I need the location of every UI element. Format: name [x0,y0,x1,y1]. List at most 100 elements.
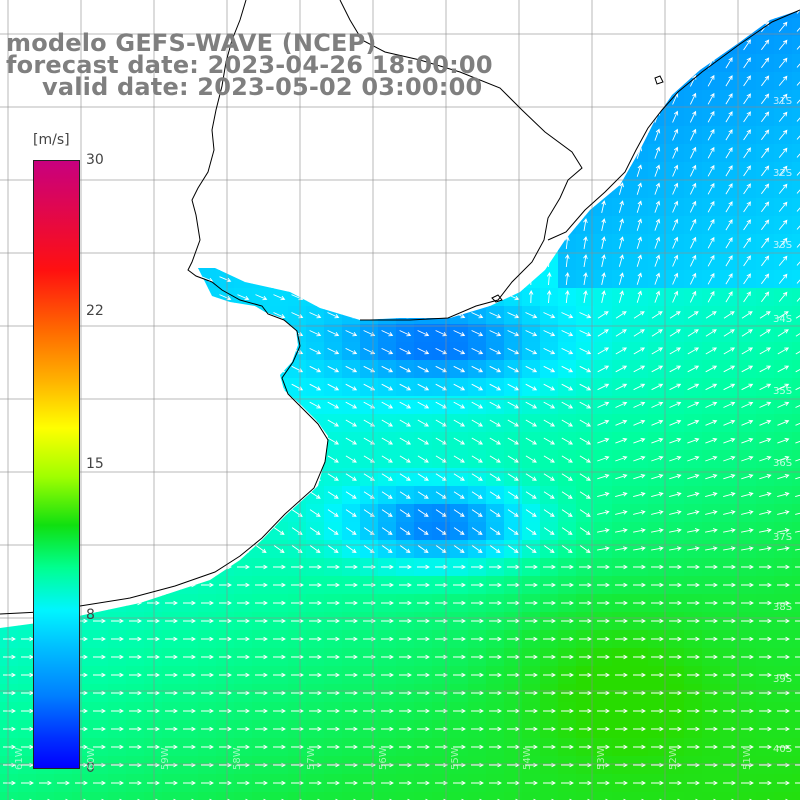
wind-arrow-icon [543,636,556,642]
lon-label: 57W [306,747,317,770]
lon-label: 53W [596,747,607,770]
wind-arrow-icon [183,672,196,678]
wind-arrow-icon [255,744,268,750]
wind-arrow-icon [723,329,735,337]
wind-arrow-icon [615,546,628,551]
field-cell [792,432,800,451]
wind-arrow-icon [561,401,574,409]
wind-arrow-icon [633,365,646,373]
wind-arrow-icon [525,312,538,319]
wind-arrow-icon [687,726,700,732]
lon-label: 55W [450,747,461,770]
wind-arrow-icon [3,654,16,660]
wind-arrow-icon [543,690,556,696]
wind-arrow-icon [327,437,340,445]
wind-arrow-icon [579,672,592,678]
wind-arrow-icon [327,491,339,499]
wind-arrow-icon [669,780,682,786]
field-cell [540,792,559,800]
wind-arrow-icon [669,636,682,642]
wind-arrow-icon [705,600,718,606]
wind-arrow-icon [561,582,574,588]
wind-arrow-icon [759,311,771,319]
wind-arrow-icon [687,780,700,786]
lat-label: 38S [773,602,793,613]
wind-arrow-icon [672,110,679,123]
wind-arrow-icon [309,690,322,696]
wind-arrow-icon [669,546,682,551]
wind-arrow-icon [565,236,570,250]
wind-arrow-icon [759,708,772,714]
wind-arrow-icon [255,690,268,696]
wind-arrow-icon [795,762,800,768]
wind-arrow-icon [618,290,624,303]
wind-arrow-icon [525,330,538,337]
wind-arrow-icon [561,491,573,499]
field-cell [648,792,667,800]
wind-arrow-icon [795,347,800,355]
wind-arrow-icon [273,636,286,642]
wind-arrow-icon [759,329,771,337]
wind-arrow-icon [777,654,790,660]
wind-arrow-icon [583,254,588,267]
wind-arrow-icon [778,129,788,140]
wind-arrow-icon [453,347,466,355]
wind-arrow-icon [597,311,609,319]
wind-arrow-icon [417,636,430,642]
wind-arrow-icon [597,654,610,660]
wind-arrow-icon [93,618,106,624]
wind-arrow-icon [399,455,411,463]
lat-label: 40S [773,744,793,755]
wind-arrow-icon [633,582,646,588]
wind-arrow-icon [309,330,322,337]
wind-arrow-icon [777,401,790,408]
wind-arrow-icon [759,365,772,373]
wind-arrow-icon [93,636,106,642]
wind-arrow-icon [93,780,106,786]
wind-arrow-icon [669,690,682,696]
wind-arrow-icon [525,618,538,624]
wind-arrow-icon [777,600,790,606]
wind-arrow-icon [165,618,178,624]
wind-arrow-icon [525,654,538,660]
wind-arrow-icon [255,672,268,678]
wind-arrow-icon [273,527,285,535]
wind-arrow-icon [327,582,340,588]
wind-arrow-icon [687,528,700,533]
wind-arrow-icon [689,200,697,213]
wind-arrow-icon [525,527,537,535]
wind-arrow-icon [654,182,661,195]
wind-arrow-icon [381,654,394,660]
wind-arrow-icon [583,290,588,303]
field-cell [792,216,800,235]
wind-arrow-icon [525,347,538,355]
wind-arrow-icon [725,219,733,231]
wind-arrow-icon [633,401,646,408]
wind-arrow-icon [689,182,697,195]
field-cell [216,792,235,800]
wind-arrow-icon [525,509,537,517]
field-cell [792,342,800,361]
wind-arrow-icon [417,401,430,409]
wind-arrow-icon [761,75,770,87]
wind-arrow-icon [543,473,555,481]
wind-arrow-icon [687,744,700,750]
wind-arrow-icon [777,672,790,678]
wind-arrow-icon [525,545,537,554]
wind-arrow-icon [651,365,664,373]
wind-arrow-icon [183,744,196,750]
wind-arrow-icon [381,509,393,517]
wind-arrow-icon [633,510,646,515]
wind-arrow-icon [741,726,754,732]
wind-arrow-icon [795,654,800,660]
wind-arrow-icon [381,780,394,786]
wind-arrow-icon [687,708,700,714]
field-cell [684,792,703,800]
wind-arrow-icon [651,690,664,696]
wind-arrow-icon [723,708,736,714]
wind-arrow-icon [525,564,538,570]
wind-arrow-icon [345,708,358,714]
wind-arrow-icon [471,419,484,427]
wind-arrow-icon [777,780,790,786]
field-cell [792,18,800,37]
